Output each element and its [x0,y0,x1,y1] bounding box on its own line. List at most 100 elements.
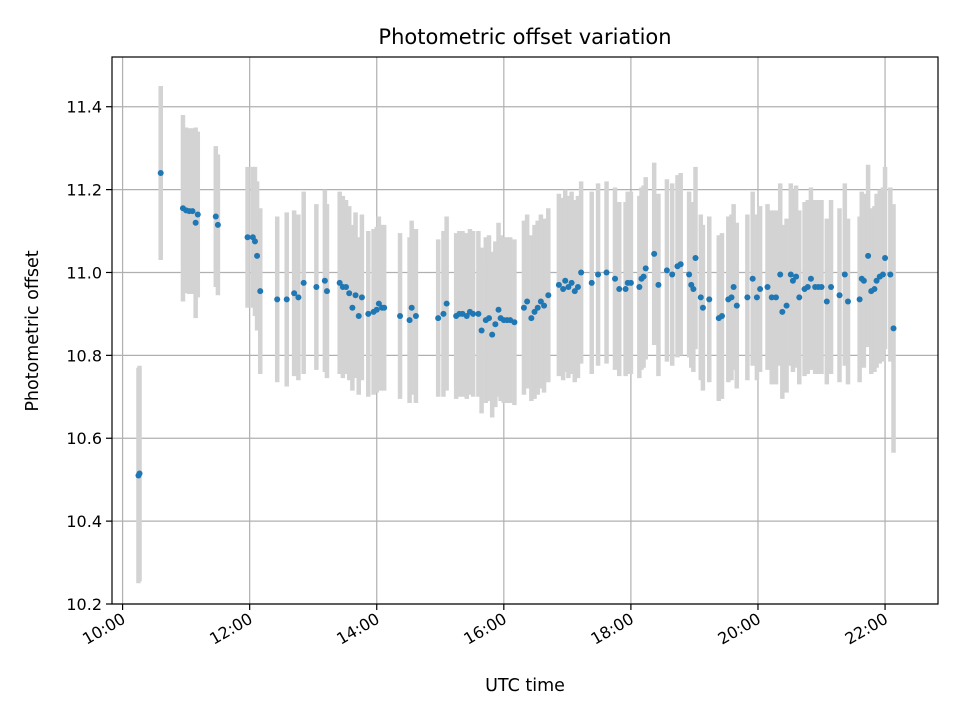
y-tick-label: 11.2 [66,181,102,200]
data-point [669,271,676,278]
data-point [343,283,350,290]
y-axis: 10.2 10.4 10.6 10.8 11.0 11.2 11.4 [66,98,112,614]
data-point [373,306,380,313]
chart-title: Photometric offset variation [378,25,671,49]
data-point [690,286,697,293]
data-point [524,298,531,305]
data-point [823,298,830,305]
data-point [560,286,567,293]
data-point [663,267,670,274]
data-point [397,312,404,319]
data-point [257,288,264,295]
data-point [642,265,649,272]
data-point [757,286,764,293]
data-point [879,271,886,278]
data-point [300,279,307,286]
data-point [777,271,784,278]
data-point [588,279,595,286]
data-point [772,294,779,301]
data-point [818,283,825,290]
data-point [214,221,221,228]
data-point [489,331,496,338]
data-point [887,271,894,278]
data-point [571,288,578,295]
data-point [189,208,196,215]
x-axis-title: UTC time [485,676,565,696]
data-point [485,315,492,322]
data-point [545,292,552,299]
y-tick-label: 10.8 [66,346,102,365]
data-point [157,170,164,177]
data-point [435,315,442,322]
data-point [365,310,372,317]
y-tick-label: 10.2 [66,595,102,614]
data-point [440,310,447,317]
data-point [796,294,803,301]
data-point [706,296,713,303]
data-point [728,294,735,301]
data-point [358,294,365,301]
data-point [511,319,518,326]
data-point [352,292,359,299]
data-point [520,304,527,311]
data-point [574,283,581,290]
data-point [612,275,619,282]
data-point [651,250,658,257]
data-point [562,277,569,284]
data-point [768,294,775,301]
data-point [882,254,889,261]
data-point [856,296,863,303]
data-point [640,273,647,280]
data-point [718,312,725,319]
data-point [321,277,328,284]
y-tick-label: 10.6 [66,429,102,448]
data-point [871,286,878,293]
data-point [779,308,786,315]
data-point [686,271,693,278]
data-point [744,294,751,301]
data-point [443,300,450,307]
data-point [355,312,362,319]
data-point [873,277,880,284]
data-point [783,302,790,309]
data-point [836,292,843,299]
data-point [475,310,482,317]
y-axis-title: Photometric offset [23,250,43,411]
data-point [636,283,643,290]
data-point [699,304,706,311]
data-point [865,252,872,259]
data-point [753,294,760,301]
data-point [555,281,562,288]
data-point [655,281,662,288]
data-point [890,325,897,332]
data-point [495,306,502,313]
data-point [336,279,343,286]
data-point [323,288,330,295]
data-point [254,252,261,259]
data-point [478,327,485,334]
data-point [295,294,302,301]
plot-frame [111,56,939,605]
y-tick-label: 11.0 [66,263,102,282]
data-point [212,213,219,220]
data-point [291,290,298,297]
data-point [565,283,572,290]
data-point [408,304,415,311]
data-point [346,290,353,297]
data-point [274,296,281,303]
data-point [470,310,477,317]
data-point [692,254,699,261]
data-point [463,312,470,319]
data-point [541,302,548,309]
data-point [381,304,388,311]
data-point [789,277,796,284]
data-point [528,315,535,322]
data-point [804,283,811,290]
data-point [844,298,851,305]
data-point [578,269,585,276]
data-point [192,219,199,226]
data-point [251,238,258,245]
data-point [537,298,544,305]
data-point [677,261,684,268]
